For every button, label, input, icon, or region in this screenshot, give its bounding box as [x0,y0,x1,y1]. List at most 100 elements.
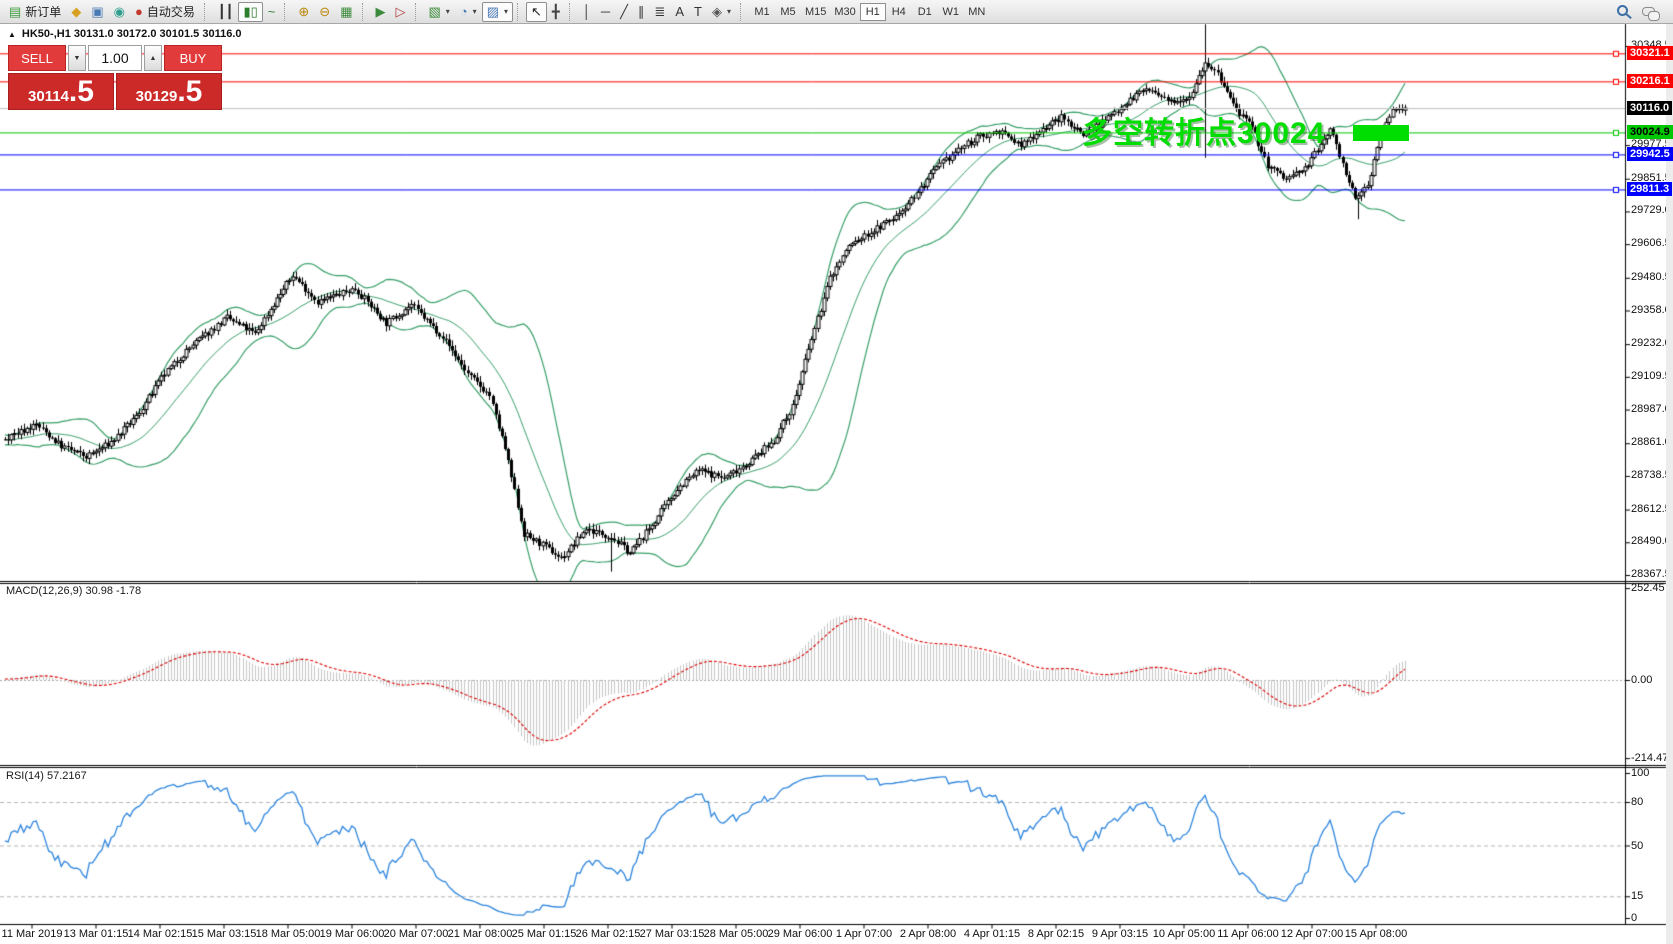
bar-chart-button[interactable]: ┃┃ [213,2,239,22]
ask-price[interactable]: 30129.5 [116,73,222,110]
timeframe-button-m30[interactable]: M30 [834,5,856,18]
timeframe-button-m1[interactable]: M1 [754,5,770,18]
timeframe-button-d1[interactable]: D1 [917,5,932,18]
arrows-button[interactable]: ◈ ▾ [707,2,736,22]
buy-button[interactable]: BUY [164,45,222,71]
price-tick-label: 28612.5 [1631,502,1671,515]
text-label-button[interactable]: T [689,2,707,22]
time-axis-label: 26 Mar 02:15 [575,928,641,940]
price-tick-label: 29109.5 [1631,369,1671,382]
line-chart-icon: ~ [267,4,276,19]
timeframe-button-h1[interactable]: H1 [859,2,886,21]
terminal-icon: ▣ [91,4,104,19]
trendline-icon: ╱ [620,4,628,19]
time-axis-label: 15 Mar 03:15 [191,928,257,940]
time-axis-label: 21 Mar 08:00 [447,928,513,940]
time-axis-label: 20 Mar 07:00 [383,928,449,940]
chat-button[interactable] [1642,5,1660,21]
channel-icon: ∥ [637,4,645,19]
time-axis-label: 18 Mar 05:00 [255,928,321,940]
volume-input[interactable] [88,45,142,71]
trendline-button[interactable]: ╱ [615,2,633,22]
price-tick-label: 29232.0 [1631,337,1671,350]
new-chart-button[interactable]: ▧ ▾ [424,2,455,22]
chevron-down-icon[interactable]: ▾ [503,7,508,16]
candlestick-chart-button[interactable]: ▮▯ [238,1,263,22]
time-axis-label: 8 Apr 02:15 [1027,928,1085,940]
new-order-button-label: 新订单 [25,5,62,19]
price-tick-label: 28490.0 [1631,535,1671,548]
annotation-highlight-rect[interactable] [1353,125,1409,141]
search-button[interactable] [1617,4,1628,19]
new-order-icon: ▤ [9,4,22,19]
time-axis-label: 4 Apr 01:15 [963,928,1021,940]
template-icon: ▨ [486,4,499,19]
fibonacci-button[interactable]: ≣ [649,2,670,22]
search-icon [1617,4,1628,16]
time-axis-label: 15 Apr 08:00 [1344,928,1408,940]
toolbar-separator [284,2,290,21]
price-level-badge: 29942.5 [1627,147,1673,162]
periodicity-button[interactable]: ◔ ▾ [455,2,482,22]
text-label-icon: T [693,4,702,19]
cursor-button[interactable]: ↖ [526,1,547,22]
time-axis-label: 11 Apr 06:00 [1217,928,1279,940]
time-axis-label: 19 Mar 06:00 [319,928,385,940]
chart-shift-button[interactable]: ▷ [391,2,411,22]
volume-decrease-button[interactable]: ▼ [68,45,86,71]
volume-increase-button[interactable]: ▲ [144,45,162,71]
templates-button[interactable]: ▨ ▾ [481,1,513,22]
time-axis-label: 2 Apr 08:00 [899,928,957,940]
timeframe-button-h4[interactable]: H4 [891,5,906,18]
sell-button[interactable]: SELL [8,45,66,71]
candlestick-icon: ▮▯ [243,4,258,19]
auto-scroll-button[interactable]: ▶ [371,2,391,22]
timeframe-button-m15[interactable]: M15 [804,5,827,18]
zoom-in-icon: ⊕ [298,4,310,19]
price-tick-label: 29606.5 [1631,237,1671,250]
chevron-down-icon[interactable]: ▾ [445,7,450,16]
price-level-badge: 30116.0 [1627,101,1673,116]
timeframe-button-m5[interactable]: M5 [780,5,796,18]
chevron-down-icon[interactable]: ▾ [726,7,731,16]
collapse-icon[interactable]: ▲ [8,29,16,39]
timeframe-button-w1[interactable]: W1 [942,5,960,18]
chat-icon [1642,6,1660,21]
price-tick-label: 29729.0 [1631,204,1671,217]
horizontal-line-button[interactable]: ─ [596,2,615,22]
text-button[interactable]: A [670,2,689,22]
chart-styles-button[interactable]: ◆ [66,2,86,22]
zoom-out-button[interactable]: ⊖ [314,2,335,22]
autotrading-button[interactable]: ● 自动交易 [130,2,200,22]
vertical-line-icon: │ [582,4,591,19]
time-axis-label: 12 Apr 07:00 [1280,928,1344,940]
macd-label: MACD(12,26,9) 30.98 -1.78 [6,585,142,597]
toolbar-separator [517,2,523,21]
price-tick-label: 29851.5 [1631,171,1671,184]
line-chart-button[interactable]: ~ [263,2,281,22]
zoom-in-button[interactable]: ⊕ [293,2,314,22]
rsi-axis-label: 15 [1631,890,1644,903]
new-order-button[interactable]: ▤ 新订单 [4,2,66,22]
timeframe-button-mn[interactable]: MN [968,5,986,18]
arrows-icon: ◈ [711,4,722,19]
horizontal-line-icon: ─ [600,4,611,19]
toolbar-separator [568,2,575,21]
terminal-button[interactable]: ▣ [86,2,108,22]
cursor-icon: ↖ [531,4,542,19]
equidistant-channel-button[interactable]: ∥ [633,2,650,22]
price-tick-label: 28861.0 [1631,436,1671,449]
signals-button[interactable]: ◉ [109,2,130,22]
vertical-line-button[interactable]: │ [578,2,596,22]
bid-price[interactable]: 30114.5 [8,73,114,110]
crosshair-button[interactable]: ╋ [547,2,565,22]
chevron-down-icon[interactable]: ▾ [472,7,477,16]
price-tick-label: 29977.5 [1631,138,1671,151]
toolbar-separator [414,2,421,21]
pivot-annotation[interactable]: 多空转折点30024 [1082,117,1326,150]
tile-windows-button[interactable]: ▦ [335,2,357,22]
price-level-badge: 30216.1 [1627,74,1673,89]
price-level-badge: 30321.1 [1627,46,1673,61]
time-axis-label: 10 Apr 05:00 [1152,928,1216,940]
